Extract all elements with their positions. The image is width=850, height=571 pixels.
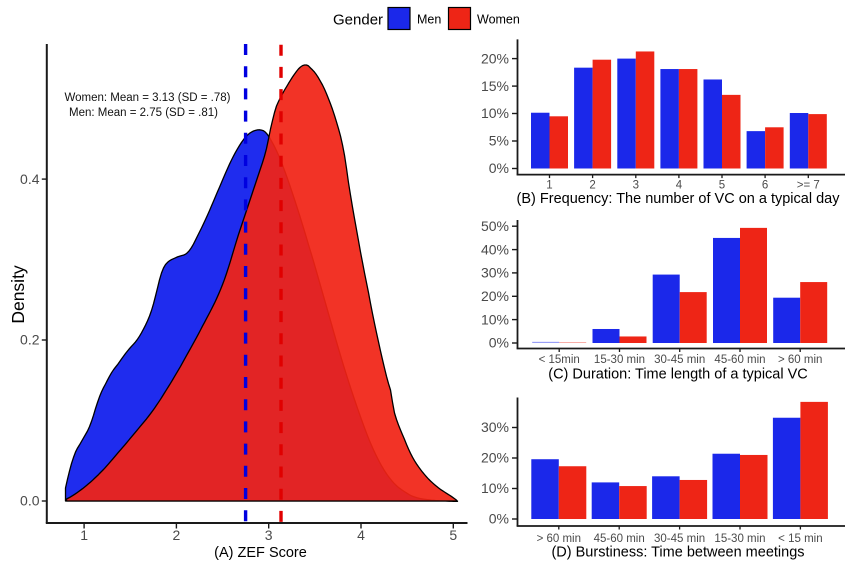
- svg-text:Gender: Gender: [333, 12, 383, 29]
- svg-text:1: 1: [80, 527, 88, 543]
- svg-text:3: 3: [633, 179, 639, 191]
- svg-text:30%: 30%: [481, 419, 509, 435]
- svg-text:0%: 0%: [489, 160, 509, 176]
- svg-text:0.4: 0.4: [20, 171, 40, 187]
- svg-text:0%: 0%: [489, 511, 509, 527]
- svg-text:20%: 20%: [481, 288, 509, 304]
- svg-text:4: 4: [676, 179, 683, 191]
- svg-text:2: 2: [589, 179, 595, 191]
- svg-text:50%: 50%: [481, 218, 509, 234]
- svg-text:30%: 30%: [481, 265, 509, 281]
- svg-text:>= 7: >= 7: [797, 179, 820, 191]
- svg-text:0.2: 0.2: [20, 332, 40, 348]
- svg-text:5: 5: [449, 527, 457, 543]
- svg-text:30-45 min: 30-45 min: [654, 533, 705, 545]
- svg-text:(A) ZEF Score: (A) ZEF Score: [214, 545, 307, 561]
- svg-text:10%: 10%: [481, 311, 509, 327]
- svg-text:5%: 5%: [489, 133, 509, 149]
- svg-text:45-60 min: 45-60 min: [714, 354, 765, 366]
- svg-text:4: 4: [357, 527, 365, 543]
- svg-text:(D) Burstiness: Time between m: (D) Burstiness: Time between meetings: [551, 545, 804, 561]
- svg-text:15-30 min: 15-30 min: [594, 354, 645, 366]
- svg-text:0%: 0%: [489, 335, 509, 351]
- svg-text:< 15 min: < 15 min: [778, 533, 822, 545]
- svg-text:Density: Density: [8, 265, 28, 324]
- svg-text:1: 1: [546, 179, 552, 191]
- svg-text:(B) Frequency: The number of V: (B) Frequency: The number of VC on a typ…: [517, 191, 841, 207]
- svg-text:(C) Duration: Time length of a: (C) Duration: Time length of a typical V…: [548, 367, 808, 383]
- svg-text:40%: 40%: [481, 241, 509, 257]
- svg-text:15%: 15%: [481, 78, 509, 94]
- svg-text:2: 2: [173, 527, 181, 543]
- svg-text:Men: Men: [417, 13, 441, 27]
- svg-text:> 60 min: > 60 min: [778, 354, 822, 366]
- svg-text:10%: 10%: [481, 105, 509, 121]
- svg-text:5: 5: [719, 179, 725, 191]
- svg-text:10%: 10%: [481, 480, 509, 496]
- svg-text:20%: 20%: [481, 50, 509, 66]
- svg-text:0.0: 0.0: [20, 493, 40, 509]
- svg-text:< 15min: < 15min: [539, 354, 580, 366]
- svg-text:6: 6: [762, 179, 768, 191]
- svg-text:Women: Women: [477, 13, 520, 27]
- svg-text:Women: Mean = 3.13 (SD = .78): Women: Mean = 3.13 (SD = .78): [65, 92, 231, 104]
- svg-text:Men: Mean = 2.75 (SD = .81): Men: Mean = 2.75 (SD = .81): [69, 107, 218, 119]
- svg-text:45-60 min: 45-60 min: [594, 533, 645, 545]
- svg-text:30-45 min: 30-45 min: [654, 354, 705, 366]
- svg-text:15-30 min: 15-30 min: [714, 533, 765, 545]
- svg-text:20%: 20%: [481, 450, 509, 466]
- svg-text:3: 3: [265, 527, 273, 543]
- svg-text:> 60 min: > 60 min: [537, 533, 581, 545]
